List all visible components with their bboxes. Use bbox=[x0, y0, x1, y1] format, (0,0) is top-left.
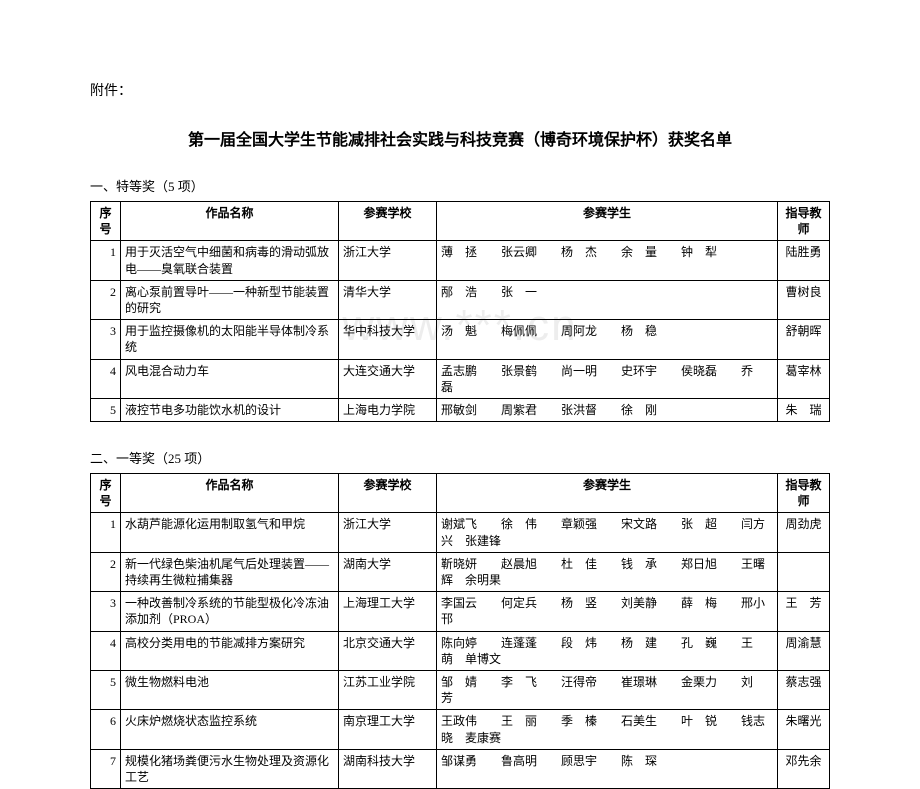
col-seq: 序号 bbox=[91, 202, 121, 241]
col-work: 作品名称 bbox=[121, 202, 339, 241]
attachment-label: 附件： bbox=[90, 80, 830, 100]
table-row: 2 新一代绿色柴油机尾气后处理装置——持续再生微粒捕集器 湖南大学 靳晓妍 赵晨… bbox=[91, 552, 830, 591]
awards-table-first: 序号 作品名称 参赛学校 参赛学生 指导教师 1 水葫芦能源化运用制取氢气和甲烷… bbox=[90, 473, 830, 789]
col-students: 参赛学生 bbox=[437, 474, 778, 513]
cell-work: 水葫芦能源化运用制取氢气和甲烷 bbox=[121, 513, 339, 552]
table-row: 5 微生物燃料电池 江苏工业学院 邹 婧 李 飞 汪得帝 崔璟琳 金栗力 刘 芳… bbox=[91, 670, 830, 709]
cell-work: 新一代绿色柴油机尾气后处理装置——持续再生微粒捕集器 bbox=[121, 552, 339, 591]
cell-seq: 5 bbox=[91, 398, 121, 421]
cell-students: 邢敏剑 周紫君 张洪督 徐 刚 bbox=[437, 398, 778, 421]
cell-school: 清华大学 bbox=[339, 280, 437, 319]
cell-school: 华中科技大学 bbox=[339, 320, 437, 359]
table-row: 1 用于灭活空气中细菌和病毒的滑动弧放电——臭氧联合装置 浙江大学 薄 拯 张云… bbox=[91, 241, 830, 280]
cell-teacher: 曹树良 bbox=[778, 280, 830, 319]
cell-school: 上海电力学院 bbox=[339, 398, 437, 421]
cell-work: 液控节电多功能饮水机的设计 bbox=[121, 398, 339, 421]
cell-teacher: 朱 瑞 bbox=[778, 398, 830, 421]
table-row: 1 水葫芦能源化运用制取氢气和甲烷 浙江大学 谢斌飞 徐 伟 章颖强 宋文路 张… bbox=[91, 513, 830, 552]
cell-seq: 2 bbox=[91, 280, 121, 319]
cell-work: 火床炉燃烧状态监控系统 bbox=[121, 710, 339, 749]
cell-school: 上海理工大学 bbox=[339, 592, 437, 631]
cell-students: 邹 婧 李 飞 汪得帝 崔璟琳 金栗力 刘 芳 bbox=[437, 670, 778, 709]
table-header-row: 序号 作品名称 参赛学校 参赛学生 指导教师 bbox=[91, 202, 830, 241]
table-row: 3 用于监控摄像机的太阳能半导体制冷系统 华中科技大学 汤 魁 梅佩佩 周阿龙 … bbox=[91, 320, 830, 359]
cell-teacher: 葛宰林 bbox=[778, 359, 830, 398]
cell-teacher: 王 芳 bbox=[778, 592, 830, 631]
cell-work: 微生物燃料电池 bbox=[121, 670, 339, 709]
cell-teacher: 舒朝晖 bbox=[778, 320, 830, 359]
cell-work: 用于灭活空气中细菌和病毒的滑动弧放电——臭氧联合装置 bbox=[121, 241, 339, 280]
cell-school: 湖南大学 bbox=[339, 552, 437, 591]
cell-seq: 1 bbox=[91, 513, 121, 552]
cell-teacher bbox=[778, 552, 830, 591]
cell-teacher: 邓先余 bbox=[778, 749, 830, 788]
table-row: 4 风电混合动力车 大连交通大学 孟志鹏 张景鹤 尚一明 史环宇 侯晓磊 乔 磊… bbox=[91, 359, 830, 398]
cell-students: 薄 拯 张云卿 杨 杰 余 量 钟 犁 bbox=[437, 241, 778, 280]
table-row: 2 离心泵前置导叶——一种新型节能装置的研究 清华大学 邴 浩 张 一 曹树良 bbox=[91, 280, 830, 319]
cell-seq: 6 bbox=[91, 710, 121, 749]
cell-work: 用于监控摄像机的太阳能半导体制冷系统 bbox=[121, 320, 339, 359]
cell-students: 汤 魁 梅佩佩 周阿龙 杨 稳 bbox=[437, 320, 778, 359]
col-teacher: 指导教师 bbox=[778, 474, 830, 513]
cell-work: 规模化猪场粪便污水生物处理及资源化工艺 bbox=[121, 749, 339, 788]
col-school: 参赛学校 bbox=[339, 202, 437, 241]
section-label-first: 二、一等奖（25 项） bbox=[90, 448, 830, 467]
cell-seq: 4 bbox=[91, 359, 121, 398]
col-seq: 序号 bbox=[91, 474, 121, 513]
section-label-special: 一、特等奖（5 项） bbox=[90, 176, 830, 195]
cell-school: 湖南科技大学 bbox=[339, 749, 437, 788]
awards-table-special: 序号 作品名称 参赛学校 参赛学生 指导教师 1 用于灭活空气中细菌和病毒的滑动… bbox=[90, 201, 830, 422]
cell-students: 邹谋勇 鲁高明 顾思宇 陈 琛 bbox=[437, 749, 778, 788]
col-school: 参赛学校 bbox=[339, 474, 437, 513]
cell-teacher: 陆胜勇 bbox=[778, 241, 830, 280]
cell-seq: 3 bbox=[91, 592, 121, 631]
cell-school: 浙江大学 bbox=[339, 513, 437, 552]
cell-school: 南京理工大学 bbox=[339, 710, 437, 749]
document-body: 附件： 第一届全国大学生节能减排社会实践与科技竞赛（博奇环境保护杯）获奖名单 一… bbox=[90, 80, 830, 789]
cell-teacher: 蔡志强 bbox=[778, 670, 830, 709]
cell-students: 靳晓妍 赵晨旭 杜 佳 钱 承 郑日旭 王曙辉 余明果 bbox=[437, 552, 778, 591]
table-row: 3 一种改善制冷系统的节能型极化冷冻油添加剂（PROA） 上海理工大学 李国云 … bbox=[91, 592, 830, 631]
cell-students: 王政伟 王 丽 季 榛 石美生 叶 锐 钱志晓 麦康赛 bbox=[437, 710, 778, 749]
table-row: 6 火床炉燃烧状态监控系统 南京理工大学 王政伟 王 丽 季 榛 石美生 叶 锐… bbox=[91, 710, 830, 749]
cell-students: 谢斌飞 徐 伟 章颖强 宋文路 张 超 闫方兴 张建锋 bbox=[437, 513, 778, 552]
cell-seq: 5 bbox=[91, 670, 121, 709]
page-title: 第一届全国大学生节能减排社会实践与科技竞赛（博奇环境保护杯）获奖名单 bbox=[90, 126, 830, 150]
cell-work: 一种改善制冷系统的节能型极化冷冻油添加剂（PROA） bbox=[121, 592, 339, 631]
cell-school: 大连交通大学 bbox=[339, 359, 437, 398]
cell-seq: 2 bbox=[91, 552, 121, 591]
cell-students: 邴 浩 张 一 bbox=[437, 280, 778, 319]
cell-school: 浙江大学 bbox=[339, 241, 437, 280]
col-work: 作品名称 bbox=[121, 474, 339, 513]
cell-work: 离心泵前置导叶——一种新型节能装置的研究 bbox=[121, 280, 339, 319]
cell-seq: 1 bbox=[91, 241, 121, 280]
cell-school: 江苏工业学院 bbox=[339, 670, 437, 709]
cell-students: 李国云 何定兵 杨 竖 刘美静 薛 梅 邢小邗 bbox=[437, 592, 778, 631]
col-teacher: 指导教师 bbox=[778, 202, 830, 241]
cell-work: 风电混合动力车 bbox=[121, 359, 339, 398]
table-row: 7 规模化猪场粪便污水生物处理及资源化工艺 湖南科技大学 邹谋勇 鲁高明 顾思宇… bbox=[91, 749, 830, 788]
table-header-row: 序号 作品名称 参赛学校 参赛学生 指导教师 bbox=[91, 474, 830, 513]
cell-teacher: 周劲虎 bbox=[778, 513, 830, 552]
table-row: 5 液控节电多功能饮水机的设计 上海电力学院 邢敏剑 周紫君 张洪督 徐 刚 朱… bbox=[91, 398, 830, 421]
cell-seq: 7 bbox=[91, 749, 121, 788]
col-students: 参赛学生 bbox=[437, 202, 778, 241]
cell-teacher: 朱曙光 bbox=[778, 710, 830, 749]
cell-students: 孟志鹏 张景鹤 尚一明 史环宇 侯晓磊 乔 磊 bbox=[437, 359, 778, 398]
cell-seq: 3 bbox=[91, 320, 121, 359]
